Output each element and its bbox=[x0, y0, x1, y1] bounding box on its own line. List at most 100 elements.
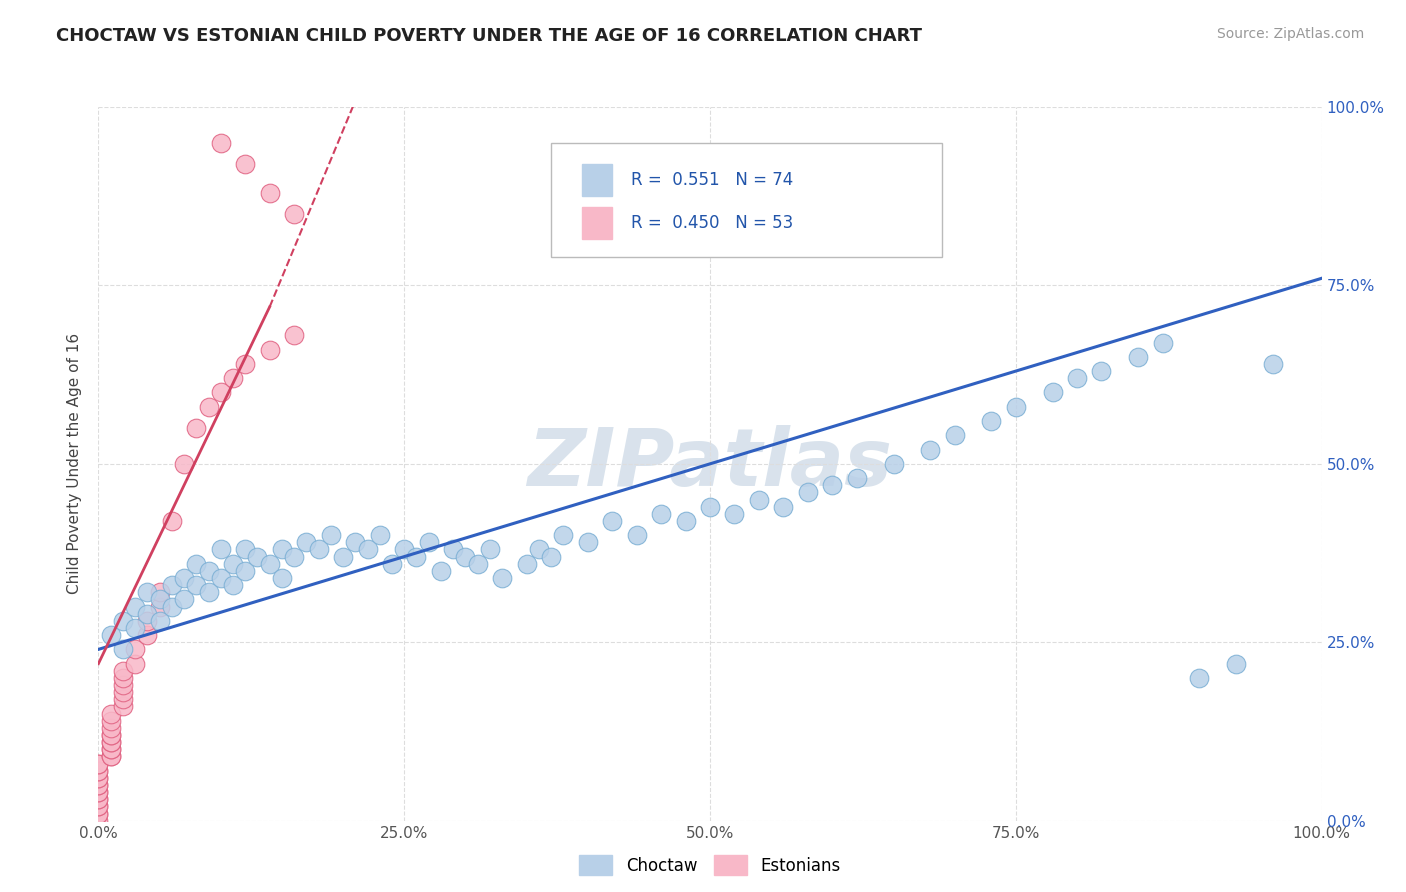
Point bbox=[527, 542, 550, 557]
Point bbox=[308, 542, 330, 557]
Point bbox=[197, 564, 219, 578]
Point bbox=[418, 535, 440, 549]
Point bbox=[186, 557, 208, 571]
Point bbox=[124, 657, 146, 671]
Point bbox=[87, 771, 110, 785]
Point bbox=[392, 542, 416, 557]
Point bbox=[1188, 671, 1211, 685]
Point bbox=[675, 514, 697, 528]
Point bbox=[111, 699, 134, 714]
Point bbox=[1066, 371, 1088, 385]
Point bbox=[283, 328, 305, 343]
Point bbox=[1090, 364, 1112, 378]
Point bbox=[515, 557, 537, 571]
Point bbox=[283, 207, 305, 221]
Point bbox=[87, 792, 110, 806]
Point bbox=[149, 599, 172, 614]
Point bbox=[111, 614, 134, 628]
Point bbox=[295, 535, 318, 549]
Point bbox=[233, 542, 256, 557]
Point bbox=[626, 528, 648, 542]
Point bbox=[1261, 357, 1284, 371]
Point bbox=[441, 542, 464, 557]
Point bbox=[259, 186, 281, 200]
Point bbox=[943, 428, 966, 442]
Point bbox=[136, 628, 159, 642]
FancyBboxPatch shape bbox=[551, 143, 942, 257]
Point bbox=[173, 571, 195, 585]
Point bbox=[283, 549, 305, 564]
Point bbox=[699, 500, 721, 514]
Point bbox=[553, 528, 575, 542]
Point bbox=[87, 785, 110, 799]
Point bbox=[111, 642, 134, 657]
Point bbox=[87, 799, 110, 814]
Point bbox=[100, 749, 122, 764]
Point bbox=[748, 492, 770, 507]
Point bbox=[111, 678, 134, 692]
Point bbox=[222, 371, 245, 385]
Point bbox=[576, 535, 599, 549]
Point bbox=[650, 507, 672, 521]
Point bbox=[430, 564, 453, 578]
Point bbox=[478, 542, 501, 557]
Point bbox=[344, 535, 367, 549]
Point bbox=[222, 557, 245, 571]
Point bbox=[100, 742, 122, 756]
Point bbox=[160, 514, 183, 528]
Point bbox=[173, 457, 195, 471]
Text: R =  0.450   N = 53: R = 0.450 N = 53 bbox=[630, 214, 793, 232]
Point bbox=[1225, 657, 1247, 671]
Point bbox=[405, 549, 427, 564]
Point bbox=[209, 542, 232, 557]
Point bbox=[87, 814, 110, 828]
Point bbox=[100, 742, 122, 756]
Point bbox=[1152, 335, 1174, 350]
Point bbox=[845, 471, 868, 485]
Point bbox=[491, 571, 513, 585]
Point bbox=[209, 136, 232, 150]
Point bbox=[1128, 350, 1150, 364]
Point bbox=[797, 485, 820, 500]
Point bbox=[87, 785, 110, 799]
Point bbox=[87, 764, 110, 778]
Point bbox=[980, 414, 1002, 428]
Text: Source: ZipAtlas.com: Source: ZipAtlas.com bbox=[1216, 27, 1364, 41]
Point bbox=[100, 714, 122, 728]
Point bbox=[197, 400, 219, 414]
Point bbox=[246, 549, 269, 564]
Point bbox=[87, 792, 110, 806]
Point bbox=[381, 557, 404, 571]
Point bbox=[821, 478, 844, 492]
Point bbox=[1004, 400, 1026, 414]
Point bbox=[136, 614, 159, 628]
Point bbox=[100, 749, 122, 764]
Point bbox=[124, 621, 146, 635]
Point bbox=[259, 557, 281, 571]
Point bbox=[111, 692, 134, 706]
Point bbox=[356, 542, 378, 557]
Point bbox=[100, 728, 122, 742]
Point bbox=[87, 756, 110, 771]
Point bbox=[111, 671, 134, 685]
Point bbox=[173, 592, 195, 607]
Point bbox=[222, 578, 245, 592]
Point bbox=[160, 599, 183, 614]
Point bbox=[920, 442, 942, 457]
Point bbox=[259, 343, 281, 357]
Point bbox=[87, 778, 110, 792]
Point bbox=[233, 564, 256, 578]
Text: ZIPatlas: ZIPatlas bbox=[527, 425, 893, 503]
Point bbox=[100, 728, 122, 742]
Text: CHOCTAW VS ESTONIAN CHILD POVERTY UNDER THE AGE OF 16 CORRELATION CHART: CHOCTAW VS ESTONIAN CHILD POVERTY UNDER … bbox=[56, 27, 922, 45]
Point bbox=[723, 507, 745, 521]
Bar bbox=[582, 207, 612, 239]
Point bbox=[270, 542, 294, 557]
Point bbox=[467, 557, 489, 571]
Point bbox=[136, 585, 159, 599]
Point bbox=[87, 806, 110, 821]
Point bbox=[149, 614, 172, 628]
Point bbox=[100, 628, 122, 642]
Point bbox=[160, 578, 183, 592]
Point bbox=[197, 585, 219, 599]
